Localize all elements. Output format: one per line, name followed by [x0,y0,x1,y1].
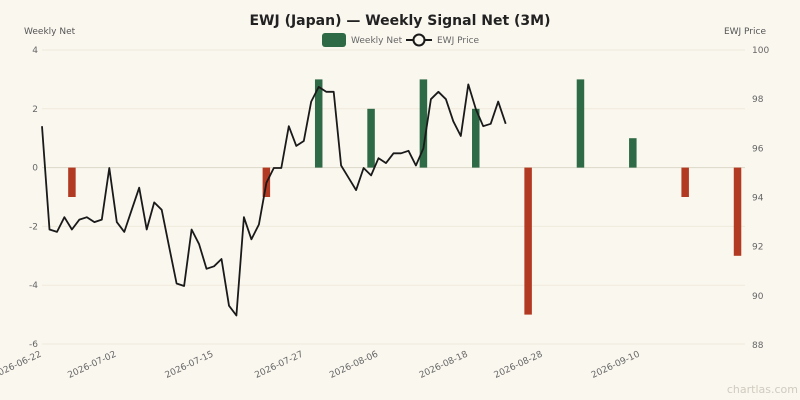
weekly-net-bar [367,108,375,168]
weekly-net-bar [314,79,323,168]
gridlines [42,49,745,345]
x-tick-label: 2026-08-18 [418,350,470,381]
right-tick-label: 88 [752,341,764,351]
right-tick-label: 94 [752,194,764,204]
x-tick-label: 2026-07-02 [66,350,118,381]
weekly-net-bar [68,167,76,197]
left-tick-label: 0 [32,164,38,174]
x-tick-label: 2026-09-10 [590,350,642,381]
right-tick-label: 96 [752,144,764,154]
right-tick-label: 98 [752,95,764,105]
weekly-net-bar [681,167,689,197]
chart-title: EWJ (Japan) — Weekly Signal Net (3M) [249,13,550,29]
legend-label-weekly-net: Weekly Net [351,36,403,46]
legend-label-price: EWJ Price [437,36,480,46]
x-tick-label: 2026-07-15 [164,350,216,381]
left-tick-label: -2 [29,222,38,232]
left-tick-label: 2 [32,105,38,115]
right-tick-label: 92 [752,243,763,253]
weekly-net-bar [524,167,532,315]
weekly-net-bar [419,79,428,168]
left-tick-label: -4 [29,281,38,291]
weekly-net-bar [629,138,637,168]
left-tick-label: 4 [32,46,38,56]
x-tick-label: 2026-08-06 [328,350,380,381]
x-axis-ticks: 2026-06-22 2026-07-02 2026-07-15 2026-07-27… [0,350,642,381]
x-tick-label: 2026-06-22 [0,350,43,381]
x-tick-label: 2026-08-28 [493,350,545,381]
watermark: chartlas.com [727,383,798,396]
price-line [41,83,507,317]
right-tick-label: 90 [752,292,764,302]
left-axis-ticks: -6 -4 -2 0 2 4 [29,46,38,350]
right-axis-ticks: 88 90 92 94 96 98 100 [752,46,769,351]
right-tick-label: 100 [752,46,769,56]
legend-swatch-weekly-net [322,33,346,47]
left-axis-label: Weekly Net [24,27,76,37]
left-tick-label: -6 [29,340,38,350]
weekly-net-bar [472,108,480,168]
x-tick-label: 2026-07-27 [253,350,305,381]
weekly-net-bar [576,79,585,168]
legend-marker-price [412,33,426,47]
weekly-net-bar [733,167,742,256]
right-axis-label: EWJ Price [724,27,767,37]
weekly-net-bars [68,79,742,315]
legend: Weekly Net EWJ Price [322,33,480,47]
